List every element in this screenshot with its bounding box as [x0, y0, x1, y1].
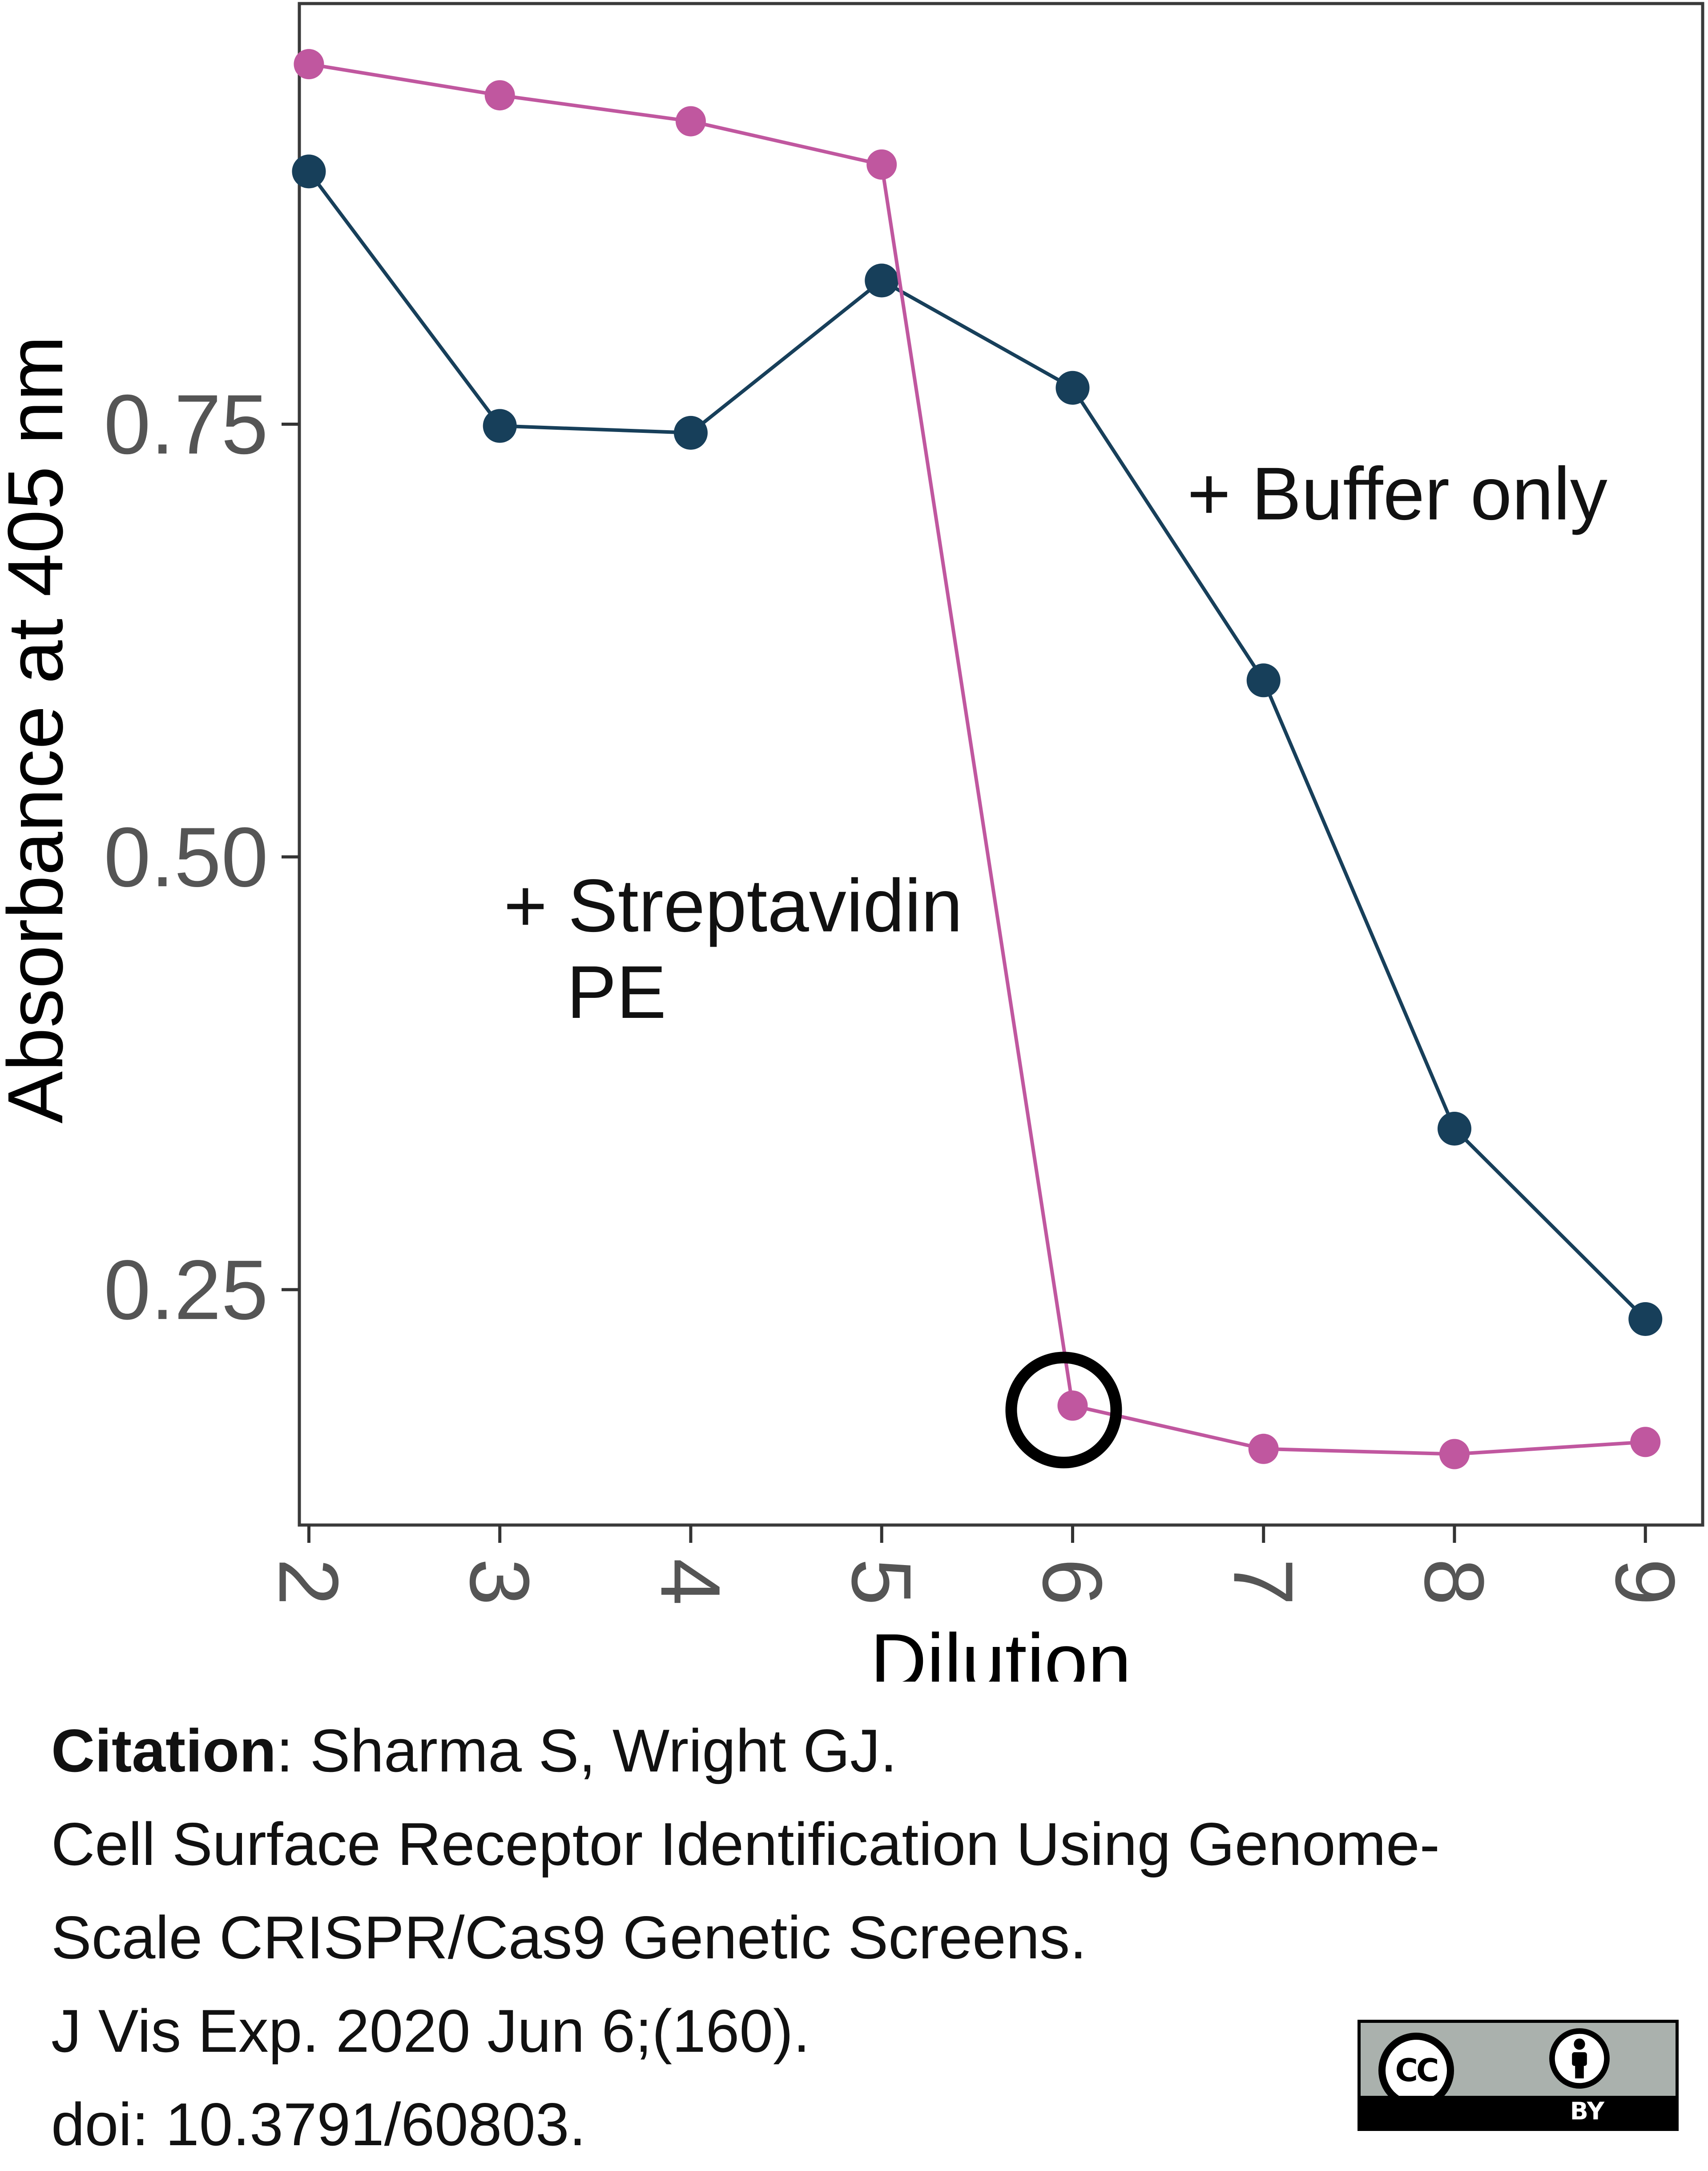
data-point-streptavidin-pe [675, 106, 706, 137]
cc-by-license-icon: CC BY [1358, 2020, 1679, 2131]
x-tick-label: 9 [1598, 1558, 1692, 1606]
citation-block: Citation: Sharma S, Wright GJ. Cell Surf… [51, 1704, 1652, 2171]
data-point-streptavidin-pe [1439, 1439, 1470, 1469]
series-line-streptavidin-pe [308, 62, 1646, 1456]
data-point-streptavidin-pe [294, 49, 324, 80]
data-point-streptavidin-pe [1630, 1427, 1661, 1457]
series-line-buffer-only [307, 170, 1647, 1320]
data-point-streptavidin-pe [1248, 1433, 1279, 1464]
y-tick-label: 0.25 [104, 1243, 268, 1337]
citation-authors: : Sharma S, Wright GJ. [276, 1717, 897, 1784]
y-tick-label: 0.50 [104, 810, 268, 904]
x-tick-label: 5 [834, 1558, 928, 1606]
citation-doi: doi: 10.3791/60803. [51, 2090, 586, 2158]
data-point-buffer-only [673, 416, 708, 450]
data-point-streptavidin-pe [866, 149, 897, 180]
y-axis: 0.25 0.50 0.75 [104, 377, 299, 1337]
x-tick-label: 8 [1407, 1558, 1501, 1606]
x-tick-label: 7 [1216, 1558, 1310, 1606]
x-axis: 2 3 4 5 6 7 8 9 [261, 1525, 1692, 1606]
data-point-buffer-only [865, 263, 899, 298]
series-label-buffer-only: + Buffer only [1187, 452, 1607, 535]
data-point-streptavidin-pe [484, 80, 515, 111]
absorbance-chart: 0.25 0.50 0.75 2 3 4 5 6 7 8 9 + Buffer only + Str… [0, 2, 1704, 1682]
data-point-buffer-only [1246, 663, 1281, 698]
license-bar [1361, 2096, 1676, 2128]
data-point-streptavidin-pe [1057, 1390, 1088, 1421]
x-tick-label: 3 [452, 1558, 547, 1606]
data-point-buffer-only [1437, 1112, 1471, 1146]
x-axis-title: Dilution [870, 1618, 1132, 1682]
citation-journal: J Vis Exp. 2020 Jun 6;(160). [51, 1997, 810, 2065]
attribution-person-icon [1549, 2028, 1610, 2089]
citation-authors-line: Citation: Sharma S, Wright GJ. [51, 1704, 1652, 1797]
by-label: BY [1570, 2097, 1604, 2125]
data-point-buffer-only [1055, 371, 1090, 405]
data-point-buffer-only [292, 154, 326, 189]
citation-title-line-2: Scale CRISPR/Cas9 Genetic Screens. [51, 1904, 1087, 1971]
highlight-circle-marker [1005, 1352, 1122, 1469]
citation-title-line-1: Cell Surface Receptor Identification Usi… [51, 1810, 1440, 1878]
x-tick-label: 6 [1025, 1558, 1119, 1606]
series-label-streptavidin-pe-line-2: PE [567, 950, 666, 1034]
series-layer [292, 49, 1663, 1469]
y-tick-label: 0.75 [104, 377, 268, 472]
series-label-streptavidin-pe-line-1: + Streptavidin [504, 864, 963, 947]
data-point-buffer-only [1628, 1302, 1663, 1336]
x-tick-label: 2 [261, 1558, 355, 1606]
x-tick-label: 4 [643, 1558, 737, 1606]
data-point-buffer-only [483, 409, 517, 443]
plot-panel [298, 2, 1704, 1527]
y-axis-title: Absorbance at 405 nm [0, 336, 79, 1124]
citation-label: Citation [51, 1717, 277, 1784]
